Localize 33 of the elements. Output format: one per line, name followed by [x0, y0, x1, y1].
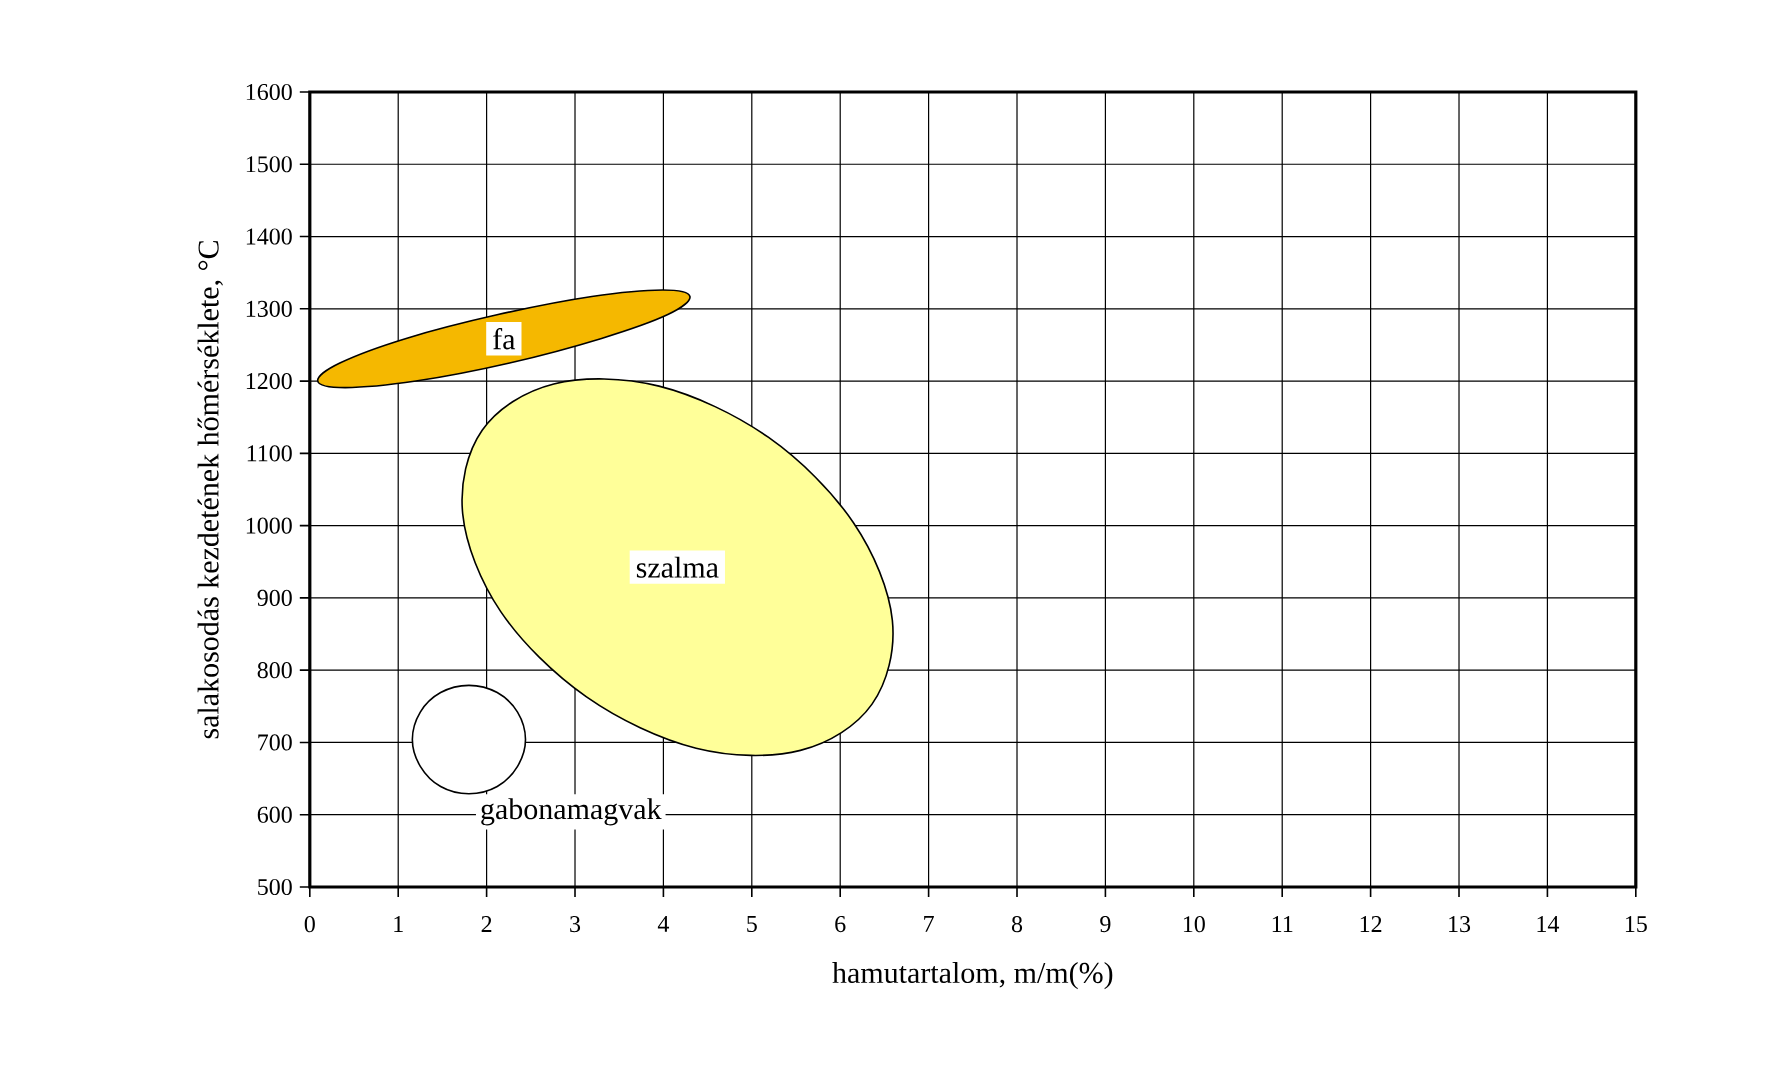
- series-label: gabonamagvak: [481, 798, 662, 826]
- y-axis-title: salakosodás kezdetének hőmérséklete, °C: [197, 241, 223, 739]
- x-tick-label: 7: [924, 916, 934, 932]
- y-tick-label: 800: [257, 662, 292, 679]
- x-tick-label: 4: [657, 916, 670, 932]
- x-tick-label: 15: [1625, 916, 1647, 933]
- x-axis-title: hamutartalom, m/m(%): [832, 962, 1113, 990]
- x-tick-label: 0: [304, 916, 315, 933]
- y-tick-label: 1100: [247, 445, 292, 462]
- x-tick-label: 8: [1011, 916, 1023, 933]
- x-tick-label: 9: [1100, 916, 1111, 933]
- y-tick-label: 1400: [246, 228, 292, 245]
- x-tick-label: 11: [1272, 916, 1293, 932]
- series-label: szalma: [636, 556, 719, 578]
- x-tick-label: 1: [394, 916, 403, 932]
- x-tick-label: 2: [481, 916, 492, 932]
- y-tick-label: 900: [257, 589, 292, 606]
- y-tick-label: 1300: [246, 300, 292, 317]
- x-tick-label: 5: [747, 916, 757, 932]
- series-label: fa: [493, 328, 516, 350]
- y-tick-label: 1000: [246, 517, 292, 534]
- y-tick-label: 700: [258, 734, 292, 751]
- x-tick-label: 3: [570, 916, 581, 933]
- y-tick-label: 1600: [246, 83, 292, 101]
- x-tick-label: 10: [1183, 916, 1205, 933]
- y-tick-label: 1500: [246, 156, 292, 173]
- y-tick-label: 1200: [246, 372, 292, 390]
- x-tick-label: 12: [1360, 916, 1382, 932]
- x-tick-label: 13: [1449, 916, 1471, 933]
- y-tick-label: 500: [258, 878, 292, 896]
- x-tick-label: 14: [1537, 916, 1560, 932]
- x-tick-label: 6: [835, 916, 846, 933]
- y-tick-label: 600: [257, 806, 292, 823]
